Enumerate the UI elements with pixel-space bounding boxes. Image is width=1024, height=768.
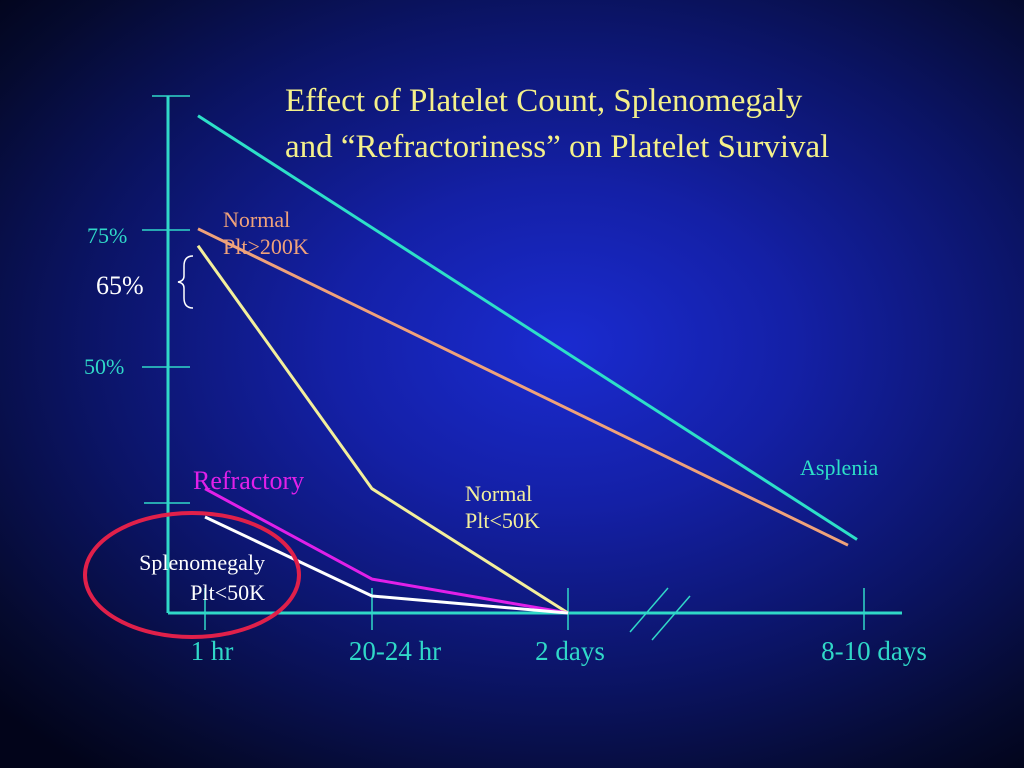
series-asplenia-label-line: Asplenia xyxy=(800,455,878,480)
chart-title: Effect of Platelet Count, Splenomegaly an… xyxy=(285,83,829,165)
x-tick-8-10days-label: 8-10 days xyxy=(821,636,927,666)
series-normal-gt200k-label: Normal Plt>200K xyxy=(223,207,309,259)
series-normal-gt200k-label-line: Normal xyxy=(223,207,290,232)
axis-break-mark-1 xyxy=(629,587,669,633)
x-tick-20-24hr-label: 20-24 hr xyxy=(349,636,441,666)
chart-title-line: Effect of Platelet Count, Splenomegaly xyxy=(285,83,803,119)
series-normal-lt50k-label-line: Normal xyxy=(465,481,532,506)
series-normal-lt50k-label: Normal Plt<50K xyxy=(465,481,540,533)
series-normal-gt200k xyxy=(197,227,849,547)
highlight-circle xyxy=(83,511,301,639)
series-splenomegaly xyxy=(204,515,569,615)
series-splenomegaly-label-line: Splenomegaly xyxy=(139,550,265,575)
series-splenomegaly-label: Splenomegaly Plt<50K xyxy=(139,550,265,605)
bracket-label-65: 65% xyxy=(96,271,144,300)
series-refractory-label: Refractory xyxy=(193,466,304,495)
series-normal-lt50k-label-line: Plt<50K xyxy=(465,508,540,533)
axis-break-mark-2 xyxy=(651,595,691,641)
x-tick-1hr-label: 1 hr xyxy=(191,636,234,666)
series-normal-lt50k xyxy=(196,244,569,615)
y-tick-label-50: 50% xyxy=(84,354,124,379)
series-asplenia-label: Asplenia xyxy=(800,455,878,480)
y-tick-label-75: 75% xyxy=(87,223,127,248)
x-tick-2days-label: 2 days xyxy=(535,636,605,666)
chart-title-line: and “Refractoriness” on Platelet Surviva… xyxy=(285,129,829,165)
series-refractory-label-line: Refractory xyxy=(193,466,304,495)
series-refractory xyxy=(204,487,569,615)
bracket-65 xyxy=(177,255,194,309)
series-splenomegaly-label-line: Plt<50K xyxy=(190,580,265,605)
series-asplenia xyxy=(197,114,858,541)
series-normal-gt200k-label-line: Plt>200K xyxy=(223,234,309,259)
